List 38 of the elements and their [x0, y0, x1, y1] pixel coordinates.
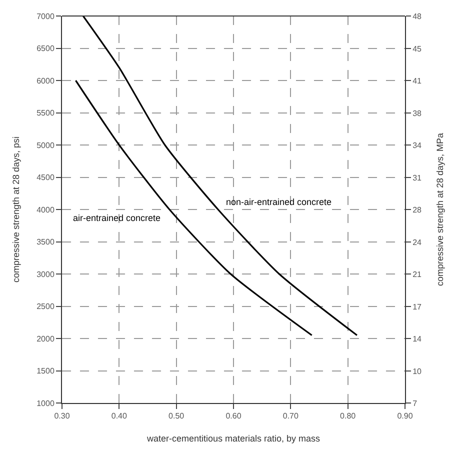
- y-tick-label: 6500: [36, 44, 55, 54]
- y2-tick-label: 41: [412, 76, 422, 86]
- y-tick-label: 4000: [36, 205, 55, 214]
- x-tick-label: 0.50: [168, 412, 185, 421]
- y-tick-label: 7000: [36, 12, 55, 21]
- x-tick-label: 0.90: [397, 412, 414, 421]
- x-tick-label: 0.70: [282, 412, 299, 421]
- x-axis-title: water-cementitious materials ratio, by mass: [146, 433, 321, 444]
- y-tick-label: 4500: [36, 173, 55, 182]
- y2-tick-label: 10: [412, 367, 422, 376]
- y2-tick-label: 21: [412, 270, 422, 279]
- y2-tick-label: 28: [412, 205, 422, 214]
- x-tick-label: 0.60: [226, 412, 242, 421]
- y2-tick-label: 31: [412, 174, 422, 183]
- y-tick-label: 6000: [36, 76, 55, 86]
- y2-axis-title: compressive strength at 28 days, MPa: [434, 132, 445, 286]
- y-axis-title: compressive strength at 28 days, psi: [10, 136, 21, 283]
- y-tick-label: 1000: [36, 398, 55, 408]
- y2-tick-label: 17: [412, 302, 422, 312]
- y2-tick-label: 24: [412, 238, 422, 248]
- y-tick-label: 5500: [36, 108, 55, 118]
- y-tick-label: 3500: [36, 238, 55, 247]
- x-tick-label: 0.30: [54, 412, 70, 421]
- y-tick-label: 2500: [36, 302, 55, 312]
- y2-tick-label: 14: [412, 334, 422, 344]
- y2-tick-label: 34: [412, 140, 422, 150]
- x-tick-label: 0.40: [111, 412, 128, 421]
- series-label: non-air-entrained concrete: [226, 197, 332, 207]
- x-tick-label: 0.80: [340, 412, 356, 421]
- y2-tick-label: 45: [412, 44, 422, 54]
- y-tick-label: 1500: [36, 366, 55, 376]
- y-tick-label: 3000: [36, 270, 55, 279]
- y-tick-label: 5000: [36, 140, 55, 150]
- y-tick-label: 2000: [36, 334, 55, 344]
- y2-tick-label: 7: [412, 398, 418, 408]
- series-label: air-entrained concrete: [73, 213, 161, 223]
- y2-tick-label: 48: [412, 12, 422, 21]
- y2-tick-label: 38: [412, 109, 422, 118]
